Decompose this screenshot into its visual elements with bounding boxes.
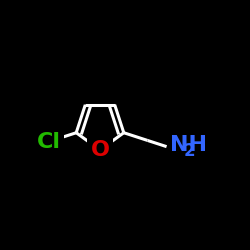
Text: 2: 2 xyxy=(184,142,195,160)
Text: O: O xyxy=(90,140,110,160)
Text: NH: NH xyxy=(170,136,207,156)
Text: Cl: Cl xyxy=(37,132,61,152)
